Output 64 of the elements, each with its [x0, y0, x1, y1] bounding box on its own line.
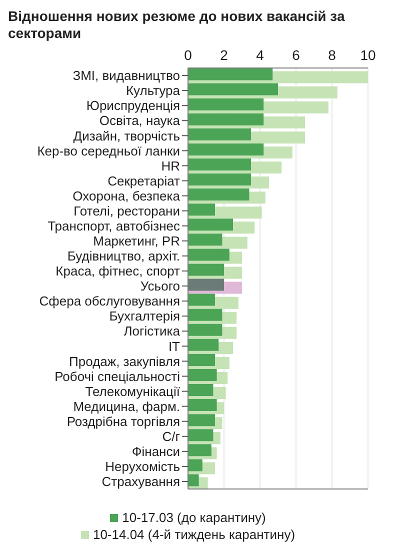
bar	[188, 308, 222, 321]
bar	[188, 204, 215, 216]
bar	[188, 248, 230, 261]
y-tick-label: Транспорт, автобізнес	[48, 218, 180, 234]
y-tick-label: Робочі спеціальності	[54, 368, 180, 384]
bar	[188, 384, 214, 396]
bar	[188, 354, 215, 366]
y-tick-label: Усього	[140, 278, 180, 294]
y-tick-label: ЗМІ, видавництво	[72, 68, 180, 84]
x-tick-label: 10	[360, 47, 376, 63]
y-tick-label: Кер-во середньої ланки	[37, 143, 180, 158]
y-tick-label: Будівництво, архіт.	[67, 248, 180, 264]
x-tick-label: 2	[220, 47, 228, 63]
bar	[188, 459, 202, 472]
y-tick-label: С/г	[162, 428, 180, 444]
y-tick-label: Краса, фітнес, спорт	[56, 264, 180, 279]
y-tick-label: Дизайн, творчість	[73, 128, 180, 144]
bar	[188, 218, 233, 231]
y-tick-label: Освіта, наука	[99, 113, 181, 128]
x-tick-label: 0	[184, 47, 192, 63]
bar	[188, 113, 264, 126]
y-tick-label: Секретаріат	[108, 173, 180, 188]
bar	[188, 414, 215, 426]
bar	[188, 83, 278, 96]
bar	[188, 338, 219, 351]
bar	[188, 368, 217, 381]
y-tick-label: Нерухомість	[105, 459, 180, 474]
bar	[188, 399, 217, 412]
y-tick-label: Охорона, безпека	[72, 188, 181, 204]
bar	[188, 68, 273, 80]
bar	[188, 444, 212, 456]
y-tick-label: HR	[161, 158, 180, 174]
y-tick-label: Сфера обслуговування	[39, 294, 180, 309]
y-tick-label: Продаж, закупівля	[69, 354, 180, 369]
legend-label: 10-17.03 (до карантину)	[122, 510, 266, 525]
y-tick-label: Медицина, фарм.	[73, 398, 180, 414]
bar	[188, 98, 264, 110]
bar	[188, 158, 251, 170]
bar	[188, 294, 215, 306]
y-tick-label: Юриспруденція	[86, 98, 180, 114]
legend-label: 10-14.04 (4-й тиждень карантину)	[92, 527, 296, 542]
y-tick-label: Роздрібна торгівля	[66, 414, 180, 429]
y-tick-label: Готелі, ресторани	[74, 203, 180, 218]
y-tick-label: Логістика	[124, 324, 181, 339]
x-tick-label: 4	[256, 47, 264, 63]
y-tick-label: Фінанси	[132, 444, 180, 460]
bar	[188, 429, 214, 442]
y-tick-label: Страхування	[102, 474, 180, 490]
bar	[188, 474, 199, 486]
x-tick-label: 8	[328, 47, 336, 63]
x-tick-label: 6	[292, 47, 300, 63]
y-tick-label: Бухгалтерія	[109, 308, 180, 324]
y-tick-label: IT	[168, 338, 180, 354]
bar	[188, 234, 222, 246]
y-tick-label: Маркетинг, PR	[93, 234, 180, 249]
y-tick-label: Телекомунікації	[85, 384, 180, 399]
bar	[188, 128, 251, 140]
bar	[188, 143, 264, 156]
chart-title: Відношення нових резюме до нових вакансій за секторами	[8, 8, 346, 42]
bar	[188, 264, 224, 276]
bar	[188, 188, 250, 201]
y-tick-label: Культура	[126, 83, 181, 98]
bar	[188, 174, 251, 186]
bar	[188, 324, 222, 336]
